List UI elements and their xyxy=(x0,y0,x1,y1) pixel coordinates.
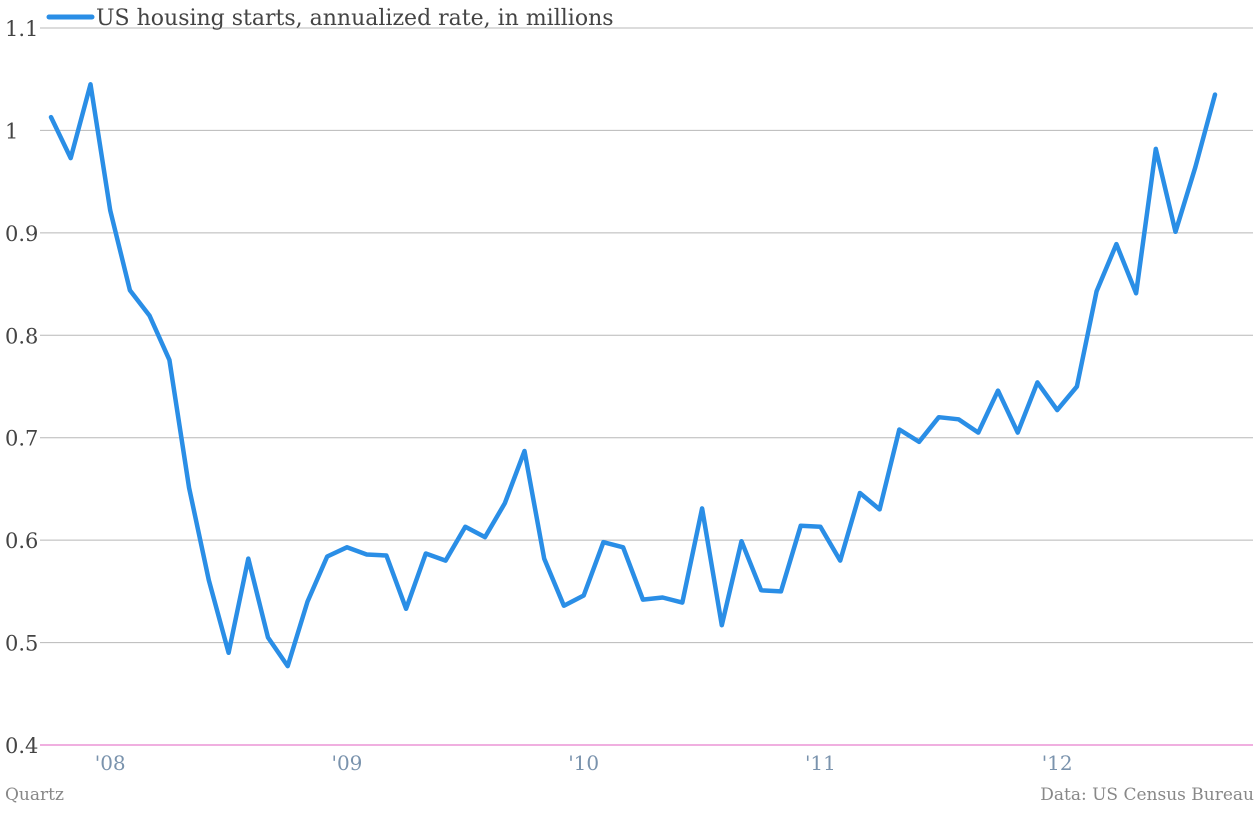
y-tick-label: 0.9 xyxy=(5,222,38,246)
footer-source-right: Data: US Census Bureau xyxy=(1040,785,1254,805)
x-tick-label: '10 xyxy=(568,751,599,775)
x-tick-label: '08 xyxy=(95,751,126,775)
gridlines xyxy=(40,27,1253,746)
y-tick-label: 0.8 xyxy=(5,324,38,348)
series-line-housing-starts xyxy=(48,82,1218,669)
legend: US housing starts, annualized rate, in m… xyxy=(46,6,614,31)
x-tick-label: '09 xyxy=(331,751,362,775)
y-tick-label: 0.6 xyxy=(5,529,38,553)
y-axis-ticks: 1.1 1 0.9 0.8 0.7 0.6 0.5 0.4 xyxy=(5,17,38,758)
y-tick-label: 1 xyxy=(5,119,18,143)
y-tick-label: 1.1 xyxy=(5,17,38,41)
legend-label: US housing starts, annualized rate, in m… xyxy=(96,6,614,31)
y-tick-label: 0.5 xyxy=(5,632,38,656)
y-tick-label: 0.7 xyxy=(5,427,38,451)
y-tick-label: 0.4 xyxy=(5,734,38,758)
x-tick-label: '12 xyxy=(1042,751,1073,775)
footer-source-left: Quartz xyxy=(5,785,64,805)
series-lines xyxy=(48,82,1218,669)
x-tick-label: '11 xyxy=(805,751,836,775)
x-axis-ticks: '08 '09 '10 '11 '12 xyxy=(95,751,1073,775)
